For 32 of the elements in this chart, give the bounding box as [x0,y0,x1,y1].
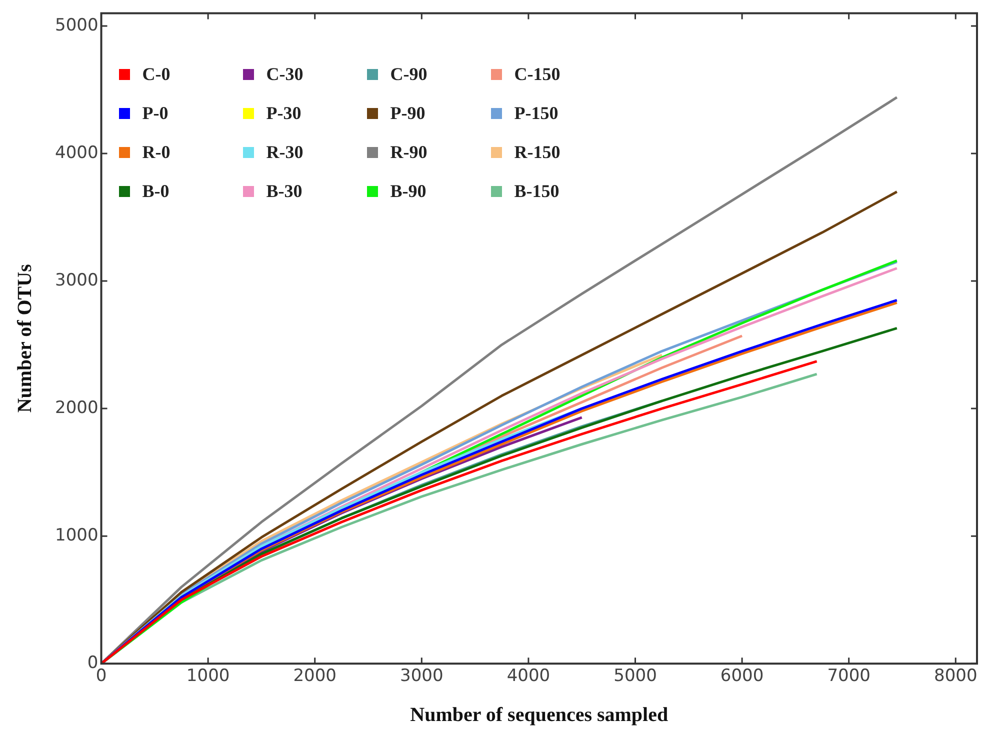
x-tick-label: 1000 [186,666,230,686]
x-tick-label: 5000 [614,666,657,686]
x-tick-label: 7000 [827,666,870,686]
y-tick-label: 1000 [55,525,98,546]
legend-label: P-90 [390,103,426,124]
y-tick-label: 0 [87,653,98,674]
y-tick-label: 3000 [55,270,98,290]
legend-label: B-90 [390,181,426,202]
legend-label: C-0 [142,64,170,86]
x-tick-label: 8000 [934,666,978,686]
legend-label: C-30 [266,64,304,86]
legend-label: R-30 [266,142,304,164]
x-tick-label: 3000 [400,666,444,686]
legend-label: P-30 [266,103,302,124]
legend-label: R-90 [390,142,428,164]
legend-label: R-0 [142,142,170,164]
y-axis-title: Number of OTUs [14,264,36,413]
y-tick-label: 4000 [55,142,98,163]
x-tick-label: 2000 [293,666,336,686]
legend-label: B-30 [266,181,302,202]
x-tick-label: 6000 [720,666,764,686]
legend-label: P-150 [514,103,558,124]
legend-label: C-150 [514,64,560,86]
x-tick-label: 4000 [506,666,550,686]
y-tick-label: 2000 [55,398,98,418]
x-axis-title: Number of sequences sampled [410,704,668,726]
y-tick-label: 5000 [55,15,98,36]
legend-label: B-150 [514,181,560,202]
legend-label: C-90 [390,64,428,86]
legend-label: P-0 [142,103,168,124]
legend-label: R-150 [514,142,560,164]
legend-label: B-0 [142,181,170,202]
